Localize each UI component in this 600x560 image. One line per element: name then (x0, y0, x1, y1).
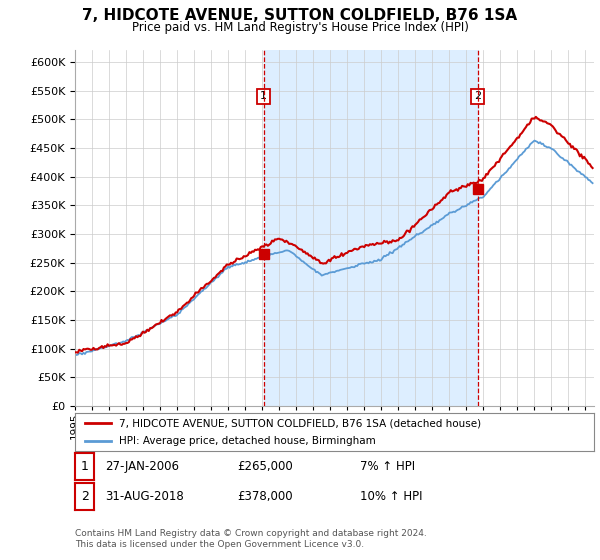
Text: £265,000: £265,000 (237, 460, 293, 473)
Text: 2: 2 (474, 91, 481, 101)
Text: 1: 1 (260, 91, 267, 101)
Bar (263, 50, 478, 406)
Text: HPI: Average price, detached house, Birmingham: HPI: Average price, detached house, Birm… (119, 436, 376, 446)
Text: 7% ↑ HPI: 7% ↑ HPI (360, 460, 415, 473)
Text: 27-JAN-2006: 27-JAN-2006 (105, 460, 179, 473)
Text: Price paid vs. HM Land Registry's House Price Index (HPI): Price paid vs. HM Land Registry's House … (131, 21, 469, 34)
Text: 2: 2 (80, 489, 89, 503)
Text: 31-AUG-2018: 31-AUG-2018 (105, 489, 184, 503)
Text: £378,000: £378,000 (237, 489, 293, 503)
Text: 7, HIDCOTE AVENUE, SUTTON COLDFIELD, B76 1SA (detached house): 7, HIDCOTE AVENUE, SUTTON COLDFIELD, B76… (119, 418, 481, 428)
Text: 7, HIDCOTE AVENUE, SUTTON COLDFIELD, B76 1SA: 7, HIDCOTE AVENUE, SUTTON COLDFIELD, B76… (82, 8, 518, 24)
Text: 1: 1 (80, 460, 89, 473)
Text: Contains HM Land Registry data © Crown copyright and database right 2024.
This d: Contains HM Land Registry data © Crown c… (75, 529, 427, 549)
Text: 10% ↑ HPI: 10% ↑ HPI (360, 489, 422, 503)
